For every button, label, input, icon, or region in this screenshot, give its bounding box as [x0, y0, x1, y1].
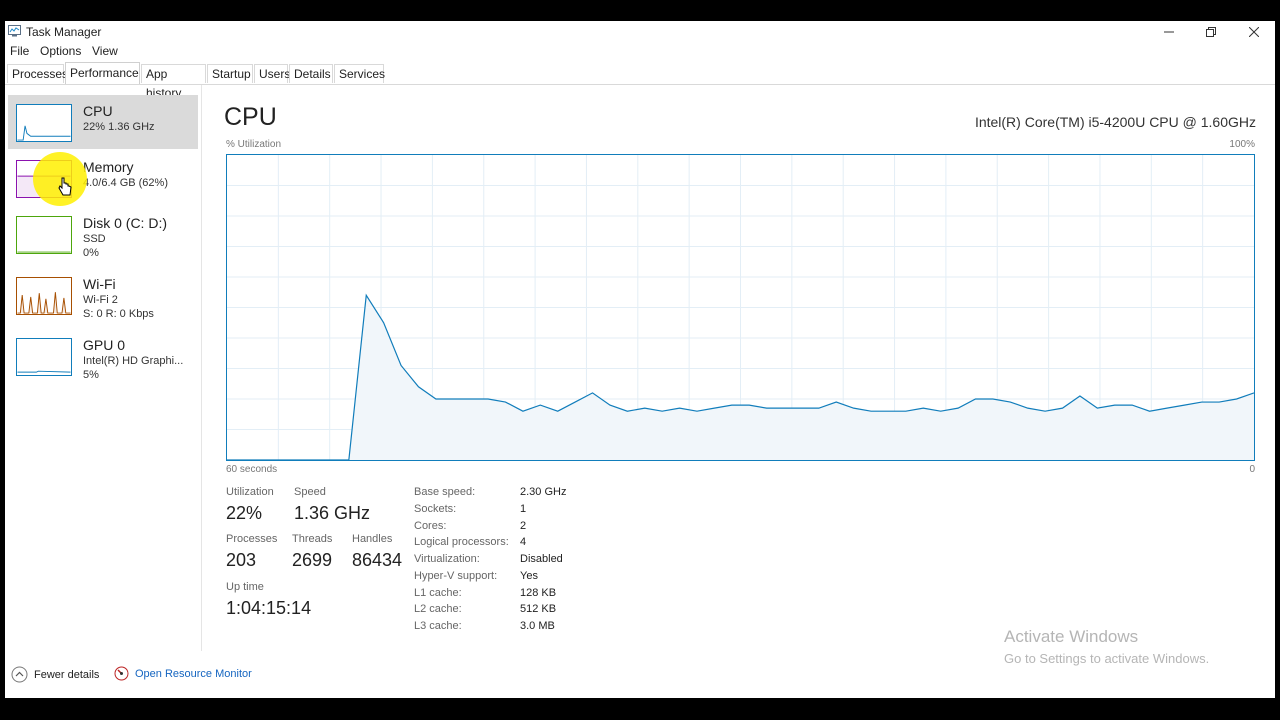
detail-value: 3.0 MB [520, 620, 555, 632]
sidebar-item-detail: SSD [83, 233, 106, 245]
sidebar-item-title: CPU [83, 103, 113, 119]
utilization-label: Utilization [226, 486, 274, 498]
uptime-label: Up time [226, 581, 264, 593]
sidebar-item-detail-2: 5% [83, 369, 99, 381]
speed-label: Speed [294, 486, 326, 498]
tab-services[interactable]: Services [334, 64, 385, 83]
sidebar-item-detail-2: 0% [83, 247, 99, 259]
sidebar-item-title: Wi-Fi [83, 276, 116, 292]
gpu-thumbnail-graph [16, 338, 72, 376]
graph-label-max: 100% [1229, 139, 1255, 150]
detail-label: Cores: [414, 520, 447, 532]
chevron-up-circle-icon [11, 666, 28, 683]
minimize-button[interactable] [1147, 21, 1191, 43]
sidebar-item-detail: 22% 1.36 GHz [83, 121, 155, 133]
activate-windows-hint: Go to Settings to activate Windows. [1004, 651, 1210, 666]
open-resource-monitor-link[interactable]: Open Resource Monitor [114, 666, 252, 681]
menu-bar: File Options View [5, 43, 1275, 61]
cpu-utilization-line [227, 293, 1255, 461]
detail-value: Yes [520, 570, 538, 582]
cursor-highlight [33, 152, 87, 206]
activate-windows-watermark: Activate Windows [1004, 627, 1139, 646]
menu-options[interactable]: Options [40, 44, 82, 58]
task-manager-app-icon [8, 25, 21, 37]
footer-bar: Fewer details Open Resource Monitor [5, 661, 1275, 691]
detail-value: 512 KB [520, 603, 557, 615]
resource-monitor-icon [114, 666, 129, 681]
sidebar-item-detail: Wi-Fi 2 [83, 294, 118, 306]
detail-value: 128 KB [520, 587, 557, 599]
sidebar-item-title: Disk 0 (C: D:) [83, 215, 167, 231]
task-manager-window: Task Manager File Options View Processes… [5, 21, 1275, 698]
uptime-value: 1:04:15:14 [226, 598, 312, 618]
hand-cursor-icon [58, 177, 72, 196]
tab-startup[interactable]: Startup [207, 64, 253, 83]
cpu-thumbnail-graph [16, 104, 72, 142]
detail-value: 2 [520, 520, 527, 532]
sidebar-item-detail: Intel(R) HD Graphi... [83, 355, 184, 367]
handles-label: Handles [352, 533, 393, 545]
detail-value: 4 [520, 536, 527, 548]
threads-label: Threads [292, 533, 333, 545]
performance-sidebar: CPU 22% 1.36 GHz Memory 4.0/6.4 GB (62%)… [5, 85, 202, 651]
title-bar: Task Manager [5, 21, 1275, 43]
graph-label-timespan: 60 seconds [226, 464, 278, 475]
detail-label: L3 cache: [414, 620, 462, 632]
detail-value: Disabled [520, 553, 563, 565]
detail-value: 2.30 GHz [520, 486, 567, 498]
sidebar-item-disk[interactable]: Disk 0 (C: D:) SSD 0% [8, 207, 198, 261]
threads-value: 2699 [292, 550, 333, 570]
cpu-utilization-graph [226, 154, 1255, 461]
processes-value: 203 [226, 550, 257, 570]
detail-label: Sockets: [414, 503, 457, 515]
sidebar-item-detail: 4.0/6.4 GB (62%) [83, 177, 168, 189]
detail-label: L1 cache: [414, 587, 462, 599]
minimize-icon [1164, 31, 1174, 33]
open-resource-monitor-label: Open Resource Monitor [135, 667, 252, 680]
disk-thumbnail-graph [16, 216, 72, 254]
cpu-model-name: Intel(R) Core(TM) i5-4200U CPU @ 1.60GHz [974, 114, 1256, 130]
utilization-value: 22% [226, 503, 263, 523]
detail-label: Base speed: [414, 486, 476, 498]
tab-app-history[interactable]: App history [141, 64, 206, 100]
tab-strip: Processes Performance App history Startu… [5, 62, 1275, 100]
handles-value: 86434 [352, 550, 403, 570]
tab-processes[interactable]: Processes [7, 64, 68, 83]
detail-value: 1 [520, 503, 527, 515]
sidebar-item-gpu[interactable]: GPU 0 Intel(R) HD Graphi... 5% [8, 329, 198, 383]
restore-button[interactable] [1189, 21, 1233, 43]
close-icon [1249, 27, 1259, 37]
graph-label-utilization: % Utilization [226, 139, 282, 150]
speed-value: 1.36 GHz [294, 503, 371, 523]
sidebar-item-title: GPU 0 [83, 337, 126, 353]
detail-label: L2 cache: [414, 603, 462, 615]
detail-label: Virtualization: [414, 553, 480, 565]
tab-users[interactable]: Users [254, 64, 290, 83]
tab-details[interactable]: Details [289, 64, 333, 83]
sidebar-item-cpu[interactable]: CPU 22% 1.36 GHz [8, 95, 198, 149]
restore-icon [1206, 27, 1216, 37]
sidebar-item-title: Memory [83, 159, 134, 175]
window-title: Task Manager [26, 25, 102, 39]
close-button[interactable] [1232, 21, 1275, 43]
cpu-utilization-area [227, 295, 1254, 460]
graph-label-min: 0 [1249, 464, 1255, 475]
page-title: CPU [224, 103, 277, 131]
wifi-thumbnail-graph [16, 277, 72, 315]
sidebar-item-detail-2: S: 0 R: 0 Kbps [83, 308, 154, 320]
fewer-details-label: Fewer details [34, 668, 100, 681]
cpu-graph-svg [227, 155, 1255, 461]
fewer-details-button[interactable]: Fewer details [11, 666, 99, 683]
menu-file[interactable]: File [10, 44, 30, 58]
menu-view[interactable]: View [92, 44, 118, 58]
detail-label: Logical processors: [414, 536, 509, 548]
tab-performance[interactable]: Performance [65, 62, 140, 84]
detail-label: Hyper-V support: [414, 570, 498, 582]
sidebar-item-wifi[interactable]: Wi-Fi Wi-Fi 2 S: 0 R: 0 Kbps [8, 268, 198, 322]
processes-label: Processes [226, 533, 278, 545]
